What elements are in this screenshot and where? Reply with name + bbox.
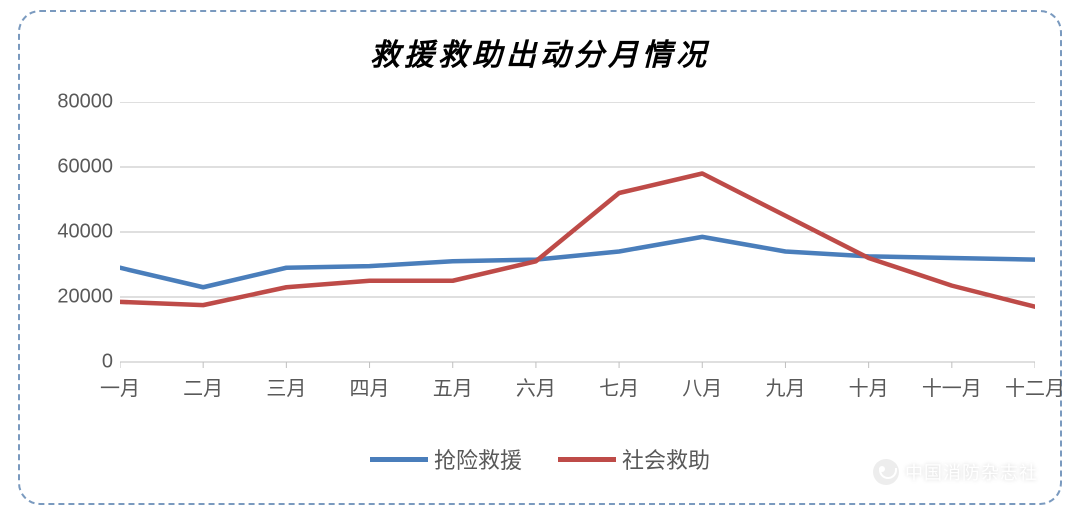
legend-label: 抢险救援 [434, 443, 522, 475]
watermark-text: 中国消防杂志社 [905, 459, 1038, 485]
x-tick-label: 十一月 [922, 372, 982, 401]
legend-item: 抢险救援 [370, 443, 522, 475]
x-axis-labels: 一月二月三月四月五月六月七月八月九月十月十一月十二月 [120, 372, 1035, 402]
x-tick-label: 四月 [350, 372, 390, 401]
x-tick-label: 九月 [765, 372, 805, 401]
chart-card: 救援救助出动分月情况 0 20000 40000 60000 80000 一月 二月 三月 四… [18, 10, 1062, 505]
chart-title: 救援救助出动分月情况 [20, 30, 1060, 74]
x-tick-label: 七月 [599, 372, 639, 401]
y-tick-label: 0 [48, 351, 113, 374]
legend-item: 社会救助 [558, 443, 710, 475]
y-tick-label: 40000 [48, 221, 113, 244]
chart-svg [120, 102, 1035, 372]
plot-area [120, 102, 1035, 362]
x-tick-label: 二月 [183, 372, 223, 401]
x-tick-label: 十二月 [1005, 372, 1065, 401]
legend-swatch [370, 457, 428, 462]
x-tick-label: 五月 [433, 372, 473, 401]
x-tick-label: 三月 [266, 372, 306, 401]
y-axis-labels: 020000400006000080000 [48, 102, 113, 362]
watermark: 中国消防杂志社 [873, 459, 1038, 485]
x-tick-label: 一月 [100, 372, 140, 401]
wechat-icon [873, 459, 899, 485]
x-tick-label: 十月 [849, 372, 889, 401]
x-tick-label: 六月 [516, 372, 556, 401]
y-tick-label: 80000 [48, 91, 113, 114]
y-tick-label: 20000 [48, 286, 113, 309]
x-tick-label: 八月 [682, 372, 722, 401]
y-tick-label: 60000 [48, 156, 113, 179]
legend-label: 社会救助 [622, 443, 710, 475]
legend-swatch [558, 457, 616, 462]
